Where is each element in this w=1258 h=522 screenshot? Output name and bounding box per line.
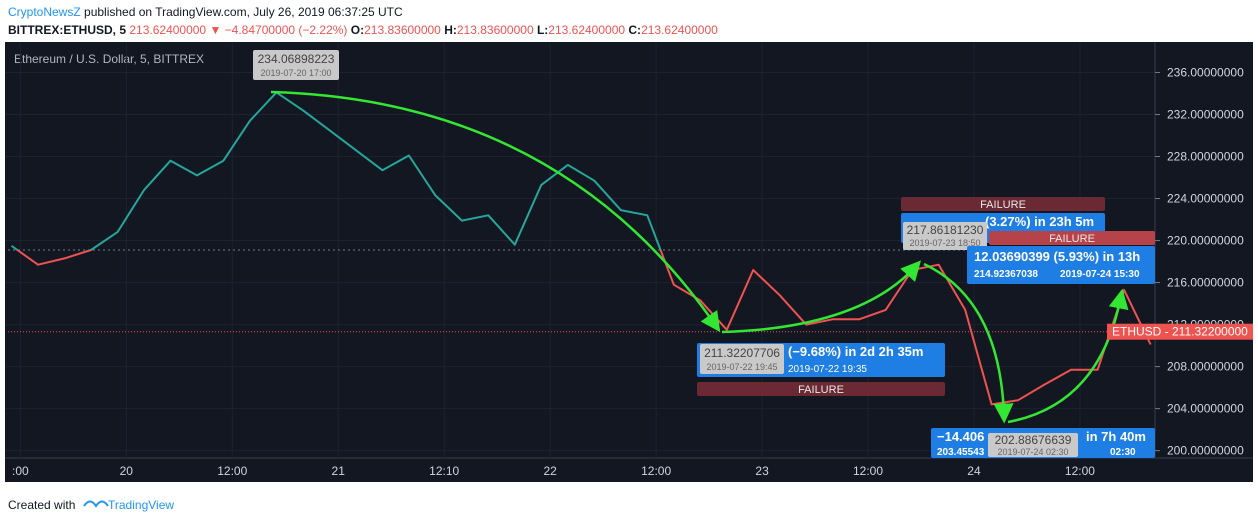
x-tick-label: 12:00: [217, 464, 247, 478]
published: published on TradingView.com, July 26, 2…: [84, 5, 403, 19]
price-box: [253, 50, 339, 80]
ohlc-value: 213.83600000: [456, 23, 534, 37]
y-tick-label: 236.00000000: [1167, 65, 1244, 79]
failure-box: [697, 382, 945, 396]
annotation: −14.406: [937, 429, 984, 444]
annotation: (3.27%) in 23h 5m: [985, 214, 1094, 229]
price-line: [10, 91, 1152, 406]
annotation: 12.03690399 (5.93%) in 13h: [974, 249, 1140, 264]
x-tick-label: 21: [332, 464, 346, 478]
annotation: (−9.68%) in 2d 2h 35m: [788, 344, 923, 359]
y-tick-label: 224.00000000: [1167, 192, 1244, 206]
annotation: 203.45543: [937, 447, 985, 458]
annotation: 2019-07-22 19:35: [788, 364, 867, 375]
ohlc-key: O:: [350, 23, 365, 37]
annotation: 2019-07-22 19:45: [706, 362, 777, 372]
y-tick-label: 228.00000000: [1167, 150, 1244, 164]
price-box: [700, 344, 784, 374]
measure-box: [967, 246, 1155, 284]
quote: 213.62400000 ▼ −4.84700000 (−2.22%): [129, 23, 348, 37]
symbol: BITTREX:ETHUSD, 5: [8, 23, 127, 37]
price-box: [988, 433, 1078, 457]
annotation: 202.88676639: [995, 433, 1072, 447]
y-tick-label: 216.00000000: [1167, 276, 1244, 290]
annotation: 02:30: [1110, 447, 1136, 458]
annotations: (−9.68%) in 2d 2h 35m 2019-07-22 19:35 F…: [253, 50, 1155, 458]
x-tick-label: 23: [755, 464, 769, 478]
price-box: [903, 222, 987, 250]
y-tick-label: 232.00000000: [1167, 107, 1244, 121]
arrows: [270, 90, 1129, 424]
footer: Created with: [8, 498, 75, 512]
x-tick-label: 12:00: [641, 464, 671, 478]
ohlc-key: L:: [536, 23, 549, 37]
last-price-label: ETHUSD - 211.32200000: [1112, 325, 1248, 339]
x-tick-label: 20: [120, 464, 134, 478]
x-tick-label: 24: [967, 464, 981, 478]
x-tick-label: :00: [12, 464, 29, 478]
failure-box: [989, 231, 1155, 245]
y-tick-label: 204.00000000: [1167, 402, 1244, 416]
ohlc: O:213.83600000 H:213.83600000 L:213.6240…: [351, 23, 718, 37]
arrow: [721, 260, 922, 334]
annotation: FAILURE: [1049, 233, 1095, 245]
ohlc-key: H:: [444, 23, 457, 37]
annotation: 217.86181230: [907, 223, 984, 237]
arrow: [270, 90, 721, 333]
annotation: FAILURE: [798, 384, 844, 396]
annotation: 234.06898223: [258, 52, 335, 66]
annotation: 214.92367038: [974, 269, 1038, 280]
y-tick-label: 208.00000000: [1167, 360, 1244, 374]
chart-title: Ethereum / U.S. Dollar, 5, BITTREX: [14, 52, 204, 66]
brand[interactable]: TradingView: [108, 498, 174, 512]
x-tick-label: 12:00: [853, 464, 883, 478]
annotation: in 7h 40m: [1086, 429, 1146, 444]
failure-box: [901, 197, 1105, 211]
symbol-line: BITTREX:ETHUSD, 5 213.62400000 ▼ −4.8470…: [8, 23, 718, 37]
annotation: 211.32207706: [704, 346, 780, 360]
ohlc-value: 213.62400000: [641, 23, 718, 37]
author[interactable]: CryptoNewsZ: [8, 5, 81, 19]
ohlc-value: 213.62400000: [548, 23, 626, 37]
y-tick-label: 200.00000000: [1167, 444, 1244, 458]
ohlc-key: C:: [628, 23, 642, 37]
x-tick-label: 12:10: [429, 464, 459, 478]
annotation: 2019-07-24 15:30: [1060, 269, 1140, 280]
last-price-box: [1107, 323, 1253, 340]
logo: [83, 500, 109, 508]
arrow: [923, 262, 1014, 424]
annotation: 2019-07-23 18:50: [909, 238, 980, 248]
x-tick-label: 12:00: [1065, 464, 1095, 478]
ohlc-value: 213.83600000: [364, 23, 441, 37]
annotation: 2019-07-24 02:30: [997, 447, 1068, 457]
annotation: FAILURE: [980, 199, 1026, 211]
y-tick-label: 220.00000000: [1167, 234, 1244, 248]
arrow: [1007, 288, 1129, 424]
annotation: 2019-07-20 17:00: [260, 68, 331, 78]
header: CryptoNewsZ published on TradingView.com…: [8, 5, 403, 19]
x-tick-label: 22: [543, 464, 557, 478]
